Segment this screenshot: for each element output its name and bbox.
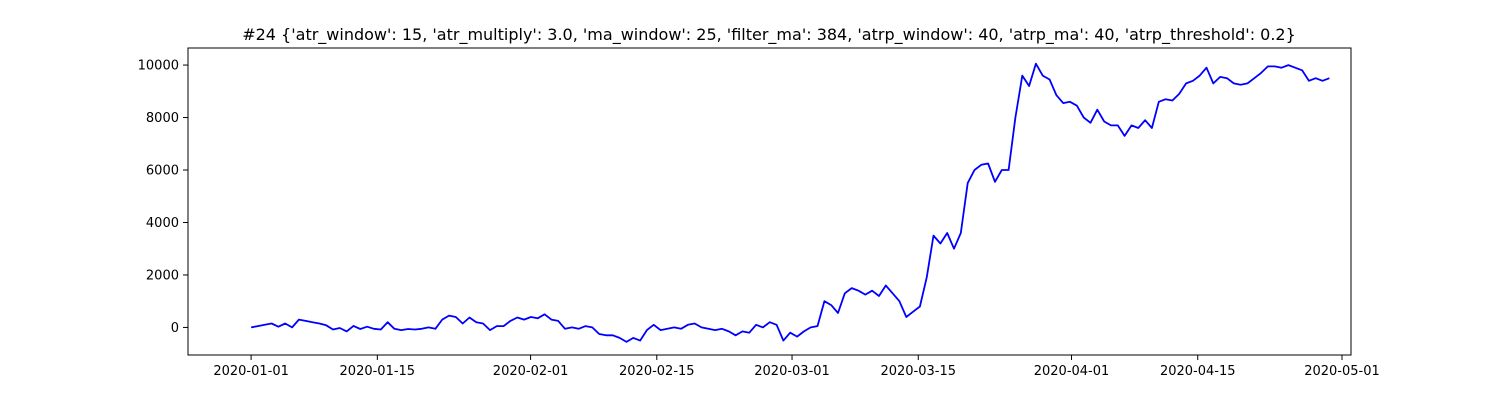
x-tick-label: 2020-05-01 xyxy=(1304,364,1380,379)
x-tick-label: 2020-03-15 xyxy=(880,364,956,379)
y-tick-label: 8000 xyxy=(146,111,179,126)
y-tick-label: 0 xyxy=(171,321,179,336)
y-tick-label: 2000 xyxy=(146,268,179,283)
x-tick-label: 2020-04-01 xyxy=(1034,364,1110,379)
y-tick-label: 6000 xyxy=(146,164,179,179)
x-tick-label: 2020-03-01 xyxy=(754,364,830,379)
y-tick-label: 10000 xyxy=(138,59,179,74)
x-tick-label: 2020-04-15 xyxy=(1160,364,1236,379)
x-tick-label: 2020-01-01 xyxy=(213,364,289,379)
series-line xyxy=(250,62,1330,343)
chart-title: #24 {'atr_window': 15, 'atr_multiply': 3… xyxy=(242,25,1296,45)
series-layer xyxy=(250,62,1330,343)
y-axis: 0 2000 4000 6000 8000 10000 xyxy=(138,59,188,336)
x-tick-label: 2020-02-01 xyxy=(493,364,569,379)
x-tick-label: 2020-02-15 xyxy=(619,364,695,379)
y-tick-label: 4000 xyxy=(146,216,179,231)
plot-area xyxy=(187,47,1352,356)
x-axis: 2020-01-01 2020-01-15 2020-02-01 2020-02-15… xyxy=(213,355,1380,379)
x-tick-label: 2020-01-15 xyxy=(340,364,416,379)
